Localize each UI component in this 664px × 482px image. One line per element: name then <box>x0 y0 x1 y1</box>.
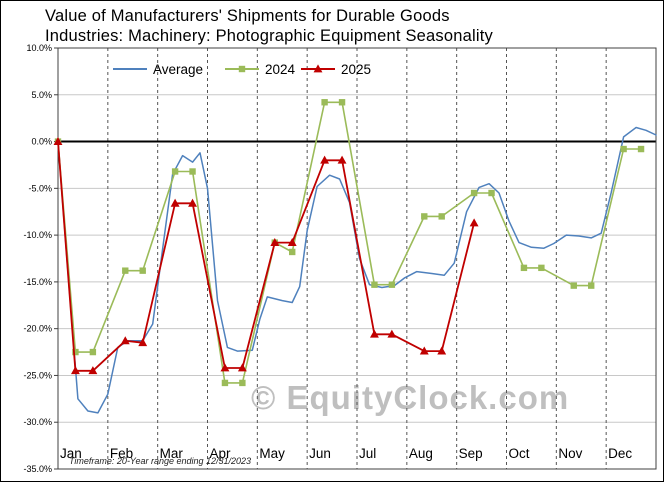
square-marker <box>538 264 545 272</box>
square-marker <box>371 281 378 288</box>
square-marker <box>388 281 396 288</box>
x-month-label: Nov <box>558 446 582 461</box>
y-tick-label: -30.0% <box>23 417 52 427</box>
x-month-label: Jun <box>309 446 331 461</box>
square-marker <box>338 99 346 106</box>
chart-title-line-1: Value of Manufacturers' Shipments for Du… <box>45 7 450 25</box>
triangle-marker <box>437 346 447 355</box>
triangle-marker <box>188 198 197 207</box>
y-tick-label: -10.0% <box>23 230 52 240</box>
triangle-marker <box>88 366 98 375</box>
square-marker <box>171 168 179 175</box>
legend-label-2025: 2025 <box>341 62 371 77</box>
x-month-label: Apr <box>210 446 232 461</box>
square-marker <box>89 348 97 356</box>
square-marker <box>321 99 328 106</box>
chart-title-line-2: Industries: Machinery: Photographic Equi… <box>45 27 493 45</box>
square-marker <box>72 348 79 356</box>
triangle-marker <box>313 64 323 73</box>
x-month-label: Mar <box>160 446 184 461</box>
square-marker <box>637 145 645 153</box>
triangle-marker <box>220 363 230 372</box>
series-2025 <box>53 136 479 375</box>
square-marker <box>189 168 196 175</box>
x-month-label: Aug <box>409 446 433 461</box>
square-marker <box>520 264 528 272</box>
triangle-marker <box>170 198 180 207</box>
square-marker <box>488 189 495 197</box>
square-marker <box>588 282 595 289</box>
legend-label-2024: 2024 <box>265 62 296 77</box>
equityclock-watermark: © EquityClock.com <box>251 379 570 416</box>
x-month-label: Jan <box>60 446 82 461</box>
triangle-marker <box>387 329 397 338</box>
square-marker <box>139 267 146 274</box>
y-tick-label: 10.0% <box>26 43 52 53</box>
y-tick-label: -20.0% <box>23 324 52 334</box>
x-month-label: Jul <box>359 446 376 461</box>
triangle-marker <box>369 329 379 338</box>
x-axis: Jan Feb Mar Apr May Jun Jul Aug Sep Oct Nov Dec <box>60 446 632 461</box>
x-month-label: Sep <box>459 446 483 461</box>
plot-border <box>57 47 657 470</box>
square-marker <box>122 267 129 274</box>
series-average <box>57 126 657 414</box>
y-tick-label: 0.0% <box>31 137 52 147</box>
square-marker <box>438 213 445 220</box>
square-marker <box>470 189 478 197</box>
square-marker <box>239 379 246 387</box>
triangle-marker <box>270 237 280 246</box>
triangle-marker <box>469 218 479 227</box>
triangle-marker <box>53 136 63 145</box>
y-tick-label: -35.0% <box>23 464 52 474</box>
legend-label-average: Average <box>153 62 203 77</box>
y-axis: 10.0% 5.0% 0.0% -5.0% -10.0% -15.0% -20.0% -25.… <box>23 43 58 474</box>
triangle-marker <box>138 338 148 347</box>
triangle-marker <box>70 366 80 375</box>
x-month-label: May <box>259 446 285 461</box>
square-marker <box>221 379 229 387</box>
x-month-label: Dec <box>608 446 632 461</box>
triangle-marker <box>337 155 347 164</box>
triangle-marker <box>419 346 429 355</box>
triangle-marker <box>320 155 330 164</box>
square-marker <box>570 282 577 289</box>
x-month-label: Oct <box>509 446 530 461</box>
y-tick-label: 5.0% <box>31 90 52 100</box>
chart-title: Value of Manufacturers' Shipments for Du… <box>45 6 651 46</box>
month-separators <box>107 48 607 469</box>
square-marker <box>238 65 246 73</box>
square-marker <box>620 145 627 153</box>
y-tick-label: -25.0% <box>23 370 52 380</box>
legend: Average 2024 2025 <box>113 62 371 77</box>
y-tick-label: -15.0% <box>23 277 52 287</box>
square-marker <box>289 248 296 256</box>
x-month-label: Feb <box>110 446 133 461</box>
triangle-marker <box>237 363 247 372</box>
triangle-marker <box>287 237 297 246</box>
square-marker <box>421 213 428 220</box>
timeframe-note: Timeframe: 20-Year range ending 12/31/20… <box>69 456 252 466</box>
y-tick-label: -5.0% <box>28 183 52 193</box>
triangle-marker <box>120 336 130 345</box>
